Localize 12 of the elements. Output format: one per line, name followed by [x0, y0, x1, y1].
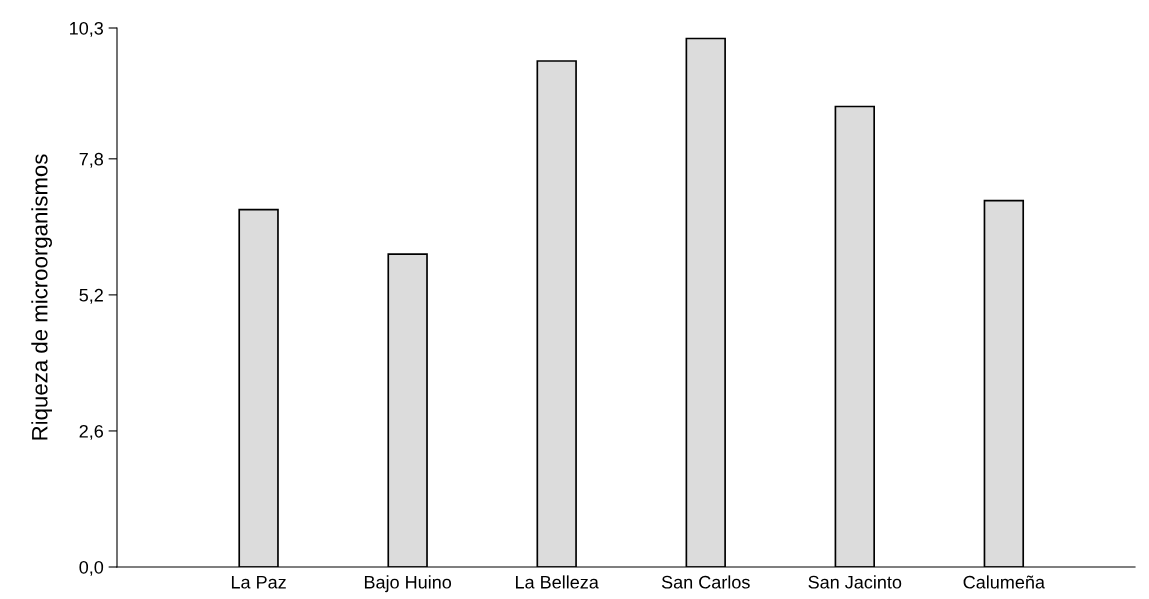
x-tick-label: La Belleza [516, 575, 599, 589]
x-tick-label: La Paz [231, 576, 286, 589]
y-tick-label: 5,2 [79, 288, 103, 304]
y-tick-label: 7,8 [79, 152, 104, 168]
y-axis-title: Riqueza de microorganismos [31, 154, 52, 440]
y-tick-label: 2,6 [79, 424, 104, 440]
x-tick-label: Bajo Huino [364, 575, 452, 593]
x-tick-label: San Carlos [661, 575, 750, 589]
x-tick-label: San Jacinto [808, 575, 902, 589]
y-tick-label: 10,3 [70, 21, 104, 37]
x-tick-label: Calumeña [963, 575, 1045, 589]
y-tick-label: 0,0 [79, 560, 104, 576]
